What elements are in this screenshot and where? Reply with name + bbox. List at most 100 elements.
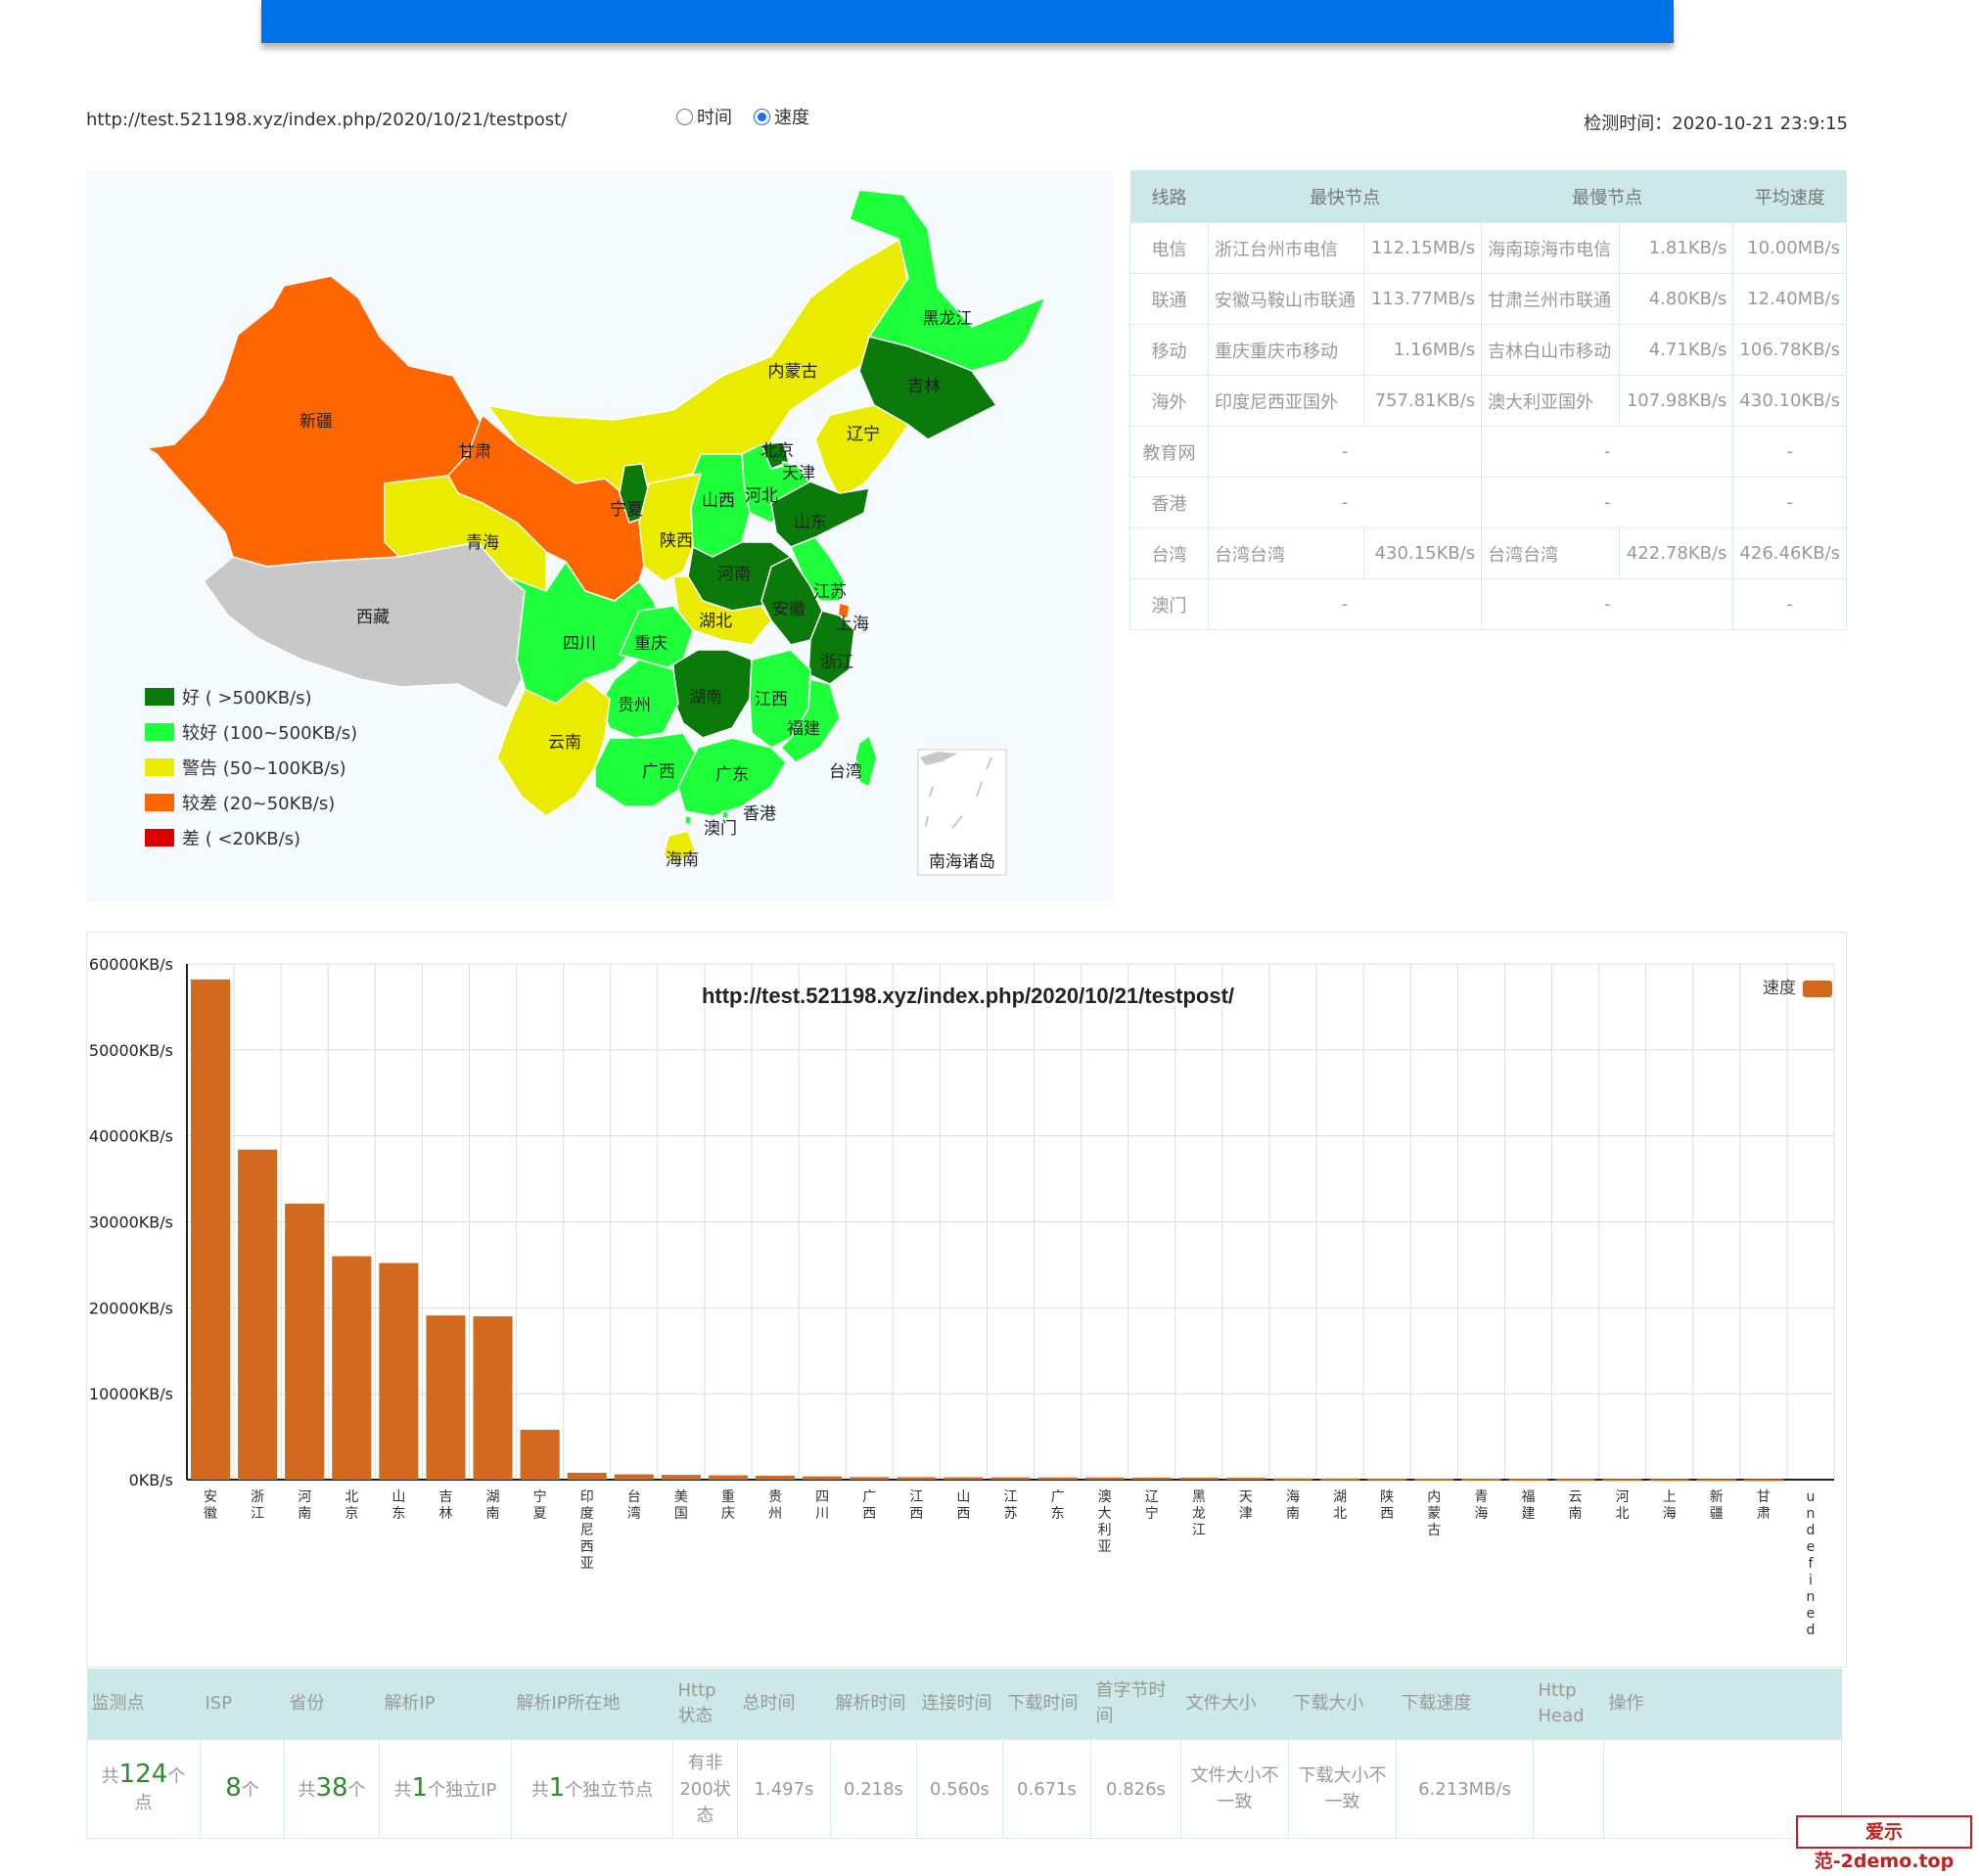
bar-26[interactable] bbox=[1414, 1478, 1454, 1481]
bar-18[interactable] bbox=[1037, 1477, 1078, 1480]
radio-speed[interactable]: 速度 bbox=[754, 104, 809, 129]
x-tick-label: 印度尼西亚 bbox=[580, 1489, 594, 1572]
bar-22[interactable] bbox=[1225, 1478, 1266, 1481]
label-taiwan: 台湾 bbox=[829, 762, 862, 782]
summary-avg-speed: 426.46KB/s bbox=[1732, 527, 1847, 579]
region-taiwan[interactable] bbox=[854, 734, 878, 789]
bar-30[interactable] bbox=[1602, 1479, 1642, 1482]
bar-6[interactable] bbox=[473, 1316, 513, 1480]
x-tick-label: 澳大利亚 bbox=[1098, 1489, 1112, 1555]
region-fujian[interactable] bbox=[779, 678, 841, 763]
region-aomen[interactable] bbox=[684, 815, 692, 825]
bar-16[interactable] bbox=[943, 1477, 984, 1480]
detail-header-ip-location: 解析IP所在地 bbox=[511, 1669, 673, 1740]
label-chongqing: 重庆 bbox=[634, 634, 667, 654]
summary-line: 教育网 bbox=[1129, 426, 1209, 478]
bar-27[interactable] bbox=[1461, 1479, 1501, 1482]
bar-4[interactable] bbox=[379, 1262, 419, 1480]
summary-fast-speed: 757.81KB/s bbox=[1362, 375, 1483, 427]
bar-11[interactable] bbox=[708, 1475, 749, 1480]
summary-row-macau: 澳门 - - - bbox=[1129, 578, 1847, 630]
region-shandong[interactable] bbox=[770, 480, 870, 548]
label-tianjin: 天津 bbox=[782, 464, 815, 483]
line-summary-table: 线路 最快节点 最慢节点 平均速度 电信 浙江台州市电信 112.15MB/s … bbox=[1129, 170, 1847, 630]
y-tick-label: 20000KB/s bbox=[89, 1299, 173, 1317]
bar-21[interactable] bbox=[1178, 1477, 1219, 1480]
summary-fast-speed: 113.77MB/s bbox=[1362, 273, 1483, 325]
summary-header-line: 线路 bbox=[1129, 170, 1209, 223]
radio-time[interactable]: 时间 bbox=[676, 104, 732, 129]
region-jilin[interactable] bbox=[858, 336, 998, 440]
bar-17[interactable] bbox=[990, 1477, 1031, 1480]
label-shandong: 山东 bbox=[794, 513, 827, 532]
region-xianggang[interactable] bbox=[721, 810, 729, 819]
bar-32[interactable] bbox=[1696, 1479, 1736, 1482]
x-tick-label: 河南 bbox=[298, 1489, 311, 1522]
bar-8[interactable] bbox=[567, 1472, 607, 1480]
label-anhui: 安徽 bbox=[772, 600, 805, 619]
bar-29[interactable] bbox=[1555, 1479, 1595, 1482]
bar-24[interactable] bbox=[1320, 1478, 1360, 1481]
bar-7[interactable] bbox=[520, 1430, 560, 1480]
bar-20[interactable] bbox=[1131, 1477, 1172, 1480]
bar-9[interactable] bbox=[614, 1474, 654, 1480]
bar-0[interactable] bbox=[191, 979, 231, 1480]
bar-33[interactable] bbox=[1743, 1479, 1783, 1482]
radio-time-circle[interactable] bbox=[676, 108, 693, 125]
legend-item-good[interactable]: 好 ( >500KB/s) bbox=[145, 679, 357, 714]
radio-speed-circle[interactable] bbox=[754, 108, 770, 125]
nanhai-land bbox=[920, 752, 957, 765]
bar-31[interactable] bbox=[1649, 1479, 1689, 1482]
detail-header-http-status: Http状态 bbox=[672, 1669, 738, 1740]
legend-item-fine[interactable]: 较好 (100~500KB/s) bbox=[145, 714, 357, 750]
bar-19[interactable] bbox=[1084, 1477, 1125, 1480]
region-neimenggu[interactable] bbox=[485, 237, 909, 505]
bar-5[interactable] bbox=[426, 1315, 466, 1480]
legend-item-poor[interactable]: 较差 (20~50KB/s) bbox=[145, 785, 357, 820]
bar-10[interactable] bbox=[661, 1475, 701, 1480]
chart-legend-swatch[interactable] bbox=[1803, 981, 1832, 997]
summary-fast-node: 安徽马鞍山市联通 bbox=[1208, 273, 1364, 325]
detail-header-isp: ISP bbox=[200, 1669, 285, 1740]
summary-slow-speed: 4.71KB/s bbox=[1618, 324, 1734, 376]
bar-14[interactable] bbox=[850, 1477, 890, 1480]
summary-slow-speed: 422.78KB/s bbox=[1618, 527, 1734, 579]
bar-15[interactable] bbox=[897, 1477, 937, 1480]
legend-item-bad[interactable]: 差 ( <20KB/s) bbox=[145, 820, 357, 855]
bar-28[interactable] bbox=[1508, 1479, 1548, 1482]
summary-fast-empty: - bbox=[1207, 426, 1483, 478]
region-hunan[interactable] bbox=[672, 649, 753, 739]
region-shanghai[interactable] bbox=[837, 602, 851, 619]
tested-url: http://test.521198.xyz/index.php/2020/10… bbox=[86, 110, 568, 130]
region-guangxi[interactable] bbox=[594, 732, 699, 807]
region-zhejiang[interactable] bbox=[807, 610, 855, 685]
label-heilongjiang: 黑龙江 bbox=[923, 309, 973, 329]
summary-slow-node: 澳大利亚国外 bbox=[1481, 375, 1620, 427]
detail-ip-count: 共1个独立IP bbox=[379, 1739, 512, 1839]
region-xizang[interactable] bbox=[202, 541, 526, 709]
region-shaanxi[interactable] bbox=[638, 473, 703, 582]
bar-2[interactable] bbox=[285, 1204, 325, 1480]
bar-25[interactable] bbox=[1367, 1478, 1407, 1481]
legend-item-warn[interactable]: 警告 (50~100KB/s) bbox=[145, 750, 357, 785]
region-hainan[interactable] bbox=[663, 830, 696, 864]
region-yunnan[interactable] bbox=[496, 678, 611, 817]
chart-title: http://test.521198.xyz/index.php/2020/10… bbox=[702, 984, 1234, 1008]
bar-12[interactable] bbox=[756, 1476, 796, 1480]
bar-3[interactable] bbox=[332, 1256, 372, 1480]
label-aomen: 澳门 bbox=[704, 819, 737, 839]
region-guangdong[interactable] bbox=[677, 737, 787, 817]
region-liaoning[interactable] bbox=[814, 404, 910, 500]
radio-time-label: 时间 bbox=[697, 108, 732, 128]
summary-header-avg: 平均速度 bbox=[1732, 170, 1847, 223]
top-banner bbox=[261, 0, 1674, 43]
summary-row-hongkong: 香港 - - - bbox=[1129, 477, 1847, 528]
region-heilongjiang[interactable] bbox=[849, 189, 1047, 372]
bar-1[interactable] bbox=[238, 1149, 278, 1480]
bar-23[interactable] bbox=[1272, 1478, 1313, 1481]
detail-header-download-size: 下载大小 bbox=[1288, 1669, 1397, 1740]
label-shaanxi: 陕西 bbox=[660, 531, 693, 551]
bar-13[interactable] bbox=[803, 1476, 843, 1480]
chart-legend-label: 速度 bbox=[1763, 979, 1796, 998]
